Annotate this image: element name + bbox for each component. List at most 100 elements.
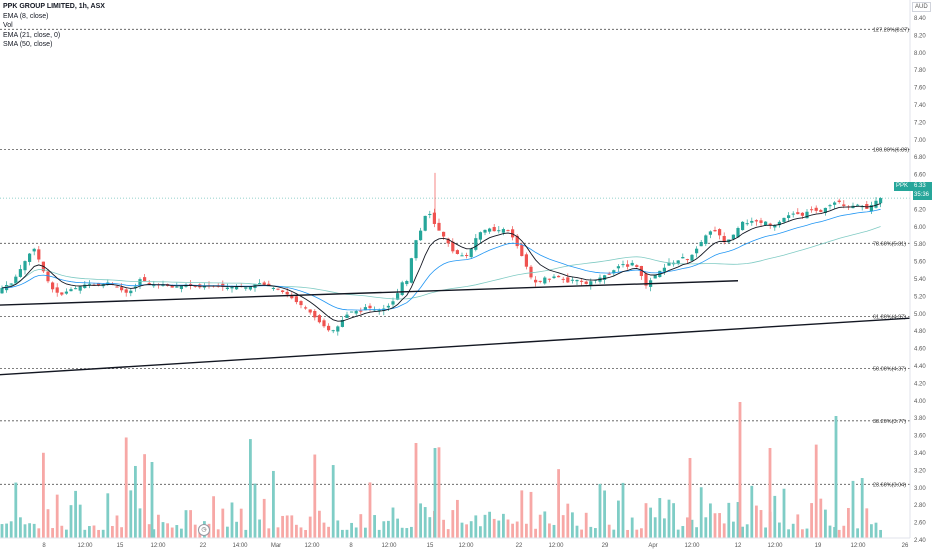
volume-bars xyxy=(0,402,882,538)
candle-body xyxy=(400,282,404,296)
candle-body xyxy=(51,282,55,290)
legend-vol[interactable]: Vol xyxy=(3,22,13,29)
candle-body xyxy=(837,200,841,203)
candle-body xyxy=(32,248,36,252)
volume-bar xyxy=(157,514,160,538)
volume-bar xyxy=(0,524,4,538)
volume-bar xyxy=(138,508,142,538)
candle-body xyxy=(690,254,694,261)
candle-body xyxy=(515,235,519,247)
volume-bar xyxy=(65,529,68,538)
legend-ema8[interactable]: EMA (8, close) xyxy=(3,12,49,20)
volume-bar xyxy=(322,522,326,538)
volume-bar xyxy=(768,448,772,538)
candle-body xyxy=(294,296,298,303)
candle-body xyxy=(138,279,142,286)
legend-sma50[interactable]: SMA (50, close) xyxy=(3,41,53,48)
volume-bar xyxy=(791,523,795,538)
y-tick-label: 4.00 xyxy=(914,399,926,405)
candle-body xyxy=(741,221,745,231)
candle-body xyxy=(603,275,607,280)
volume-bar xyxy=(870,524,873,538)
volume-bar xyxy=(285,515,289,538)
candle-body xyxy=(18,269,22,277)
candle-body xyxy=(879,198,883,204)
legend-ema21[interactable]: EMA (21, close, 0) xyxy=(3,31,61,39)
symbol-badge: PPK xyxy=(894,182,914,191)
y-tick-label: 4.80 xyxy=(914,329,926,335)
fib-level-label: 50.00%(4.37) xyxy=(873,367,906,373)
volume-bar xyxy=(152,529,156,538)
volume-bar xyxy=(575,525,579,538)
candle-body xyxy=(676,260,680,264)
volume-bar xyxy=(571,512,574,538)
volume-bar xyxy=(5,523,8,538)
x-tick-label: 8 xyxy=(349,543,353,549)
clock-icon[interactable]: ◷ xyxy=(198,524,210,536)
candle-body xyxy=(474,238,478,250)
volume-bar xyxy=(713,513,717,538)
volume-bar xyxy=(805,528,809,538)
volume-bar xyxy=(414,443,418,538)
candle-body xyxy=(681,257,685,259)
candle-body xyxy=(777,221,781,226)
y-tick-label: 7.60 xyxy=(914,86,926,92)
volume-bar xyxy=(750,485,754,538)
volume-bar xyxy=(272,470,275,538)
volume-bar xyxy=(538,514,542,538)
candle-body xyxy=(759,220,763,223)
candle-body xyxy=(612,270,616,274)
volume-bar xyxy=(699,487,703,538)
candle-body xyxy=(754,220,758,222)
candle-body xyxy=(561,278,565,280)
volume-bar xyxy=(548,523,551,538)
volume-bar xyxy=(419,503,422,538)
candle-body xyxy=(262,282,266,285)
candle-body xyxy=(511,229,515,238)
candle-body xyxy=(281,290,285,292)
candle-body xyxy=(202,286,206,288)
candle-body xyxy=(520,245,524,257)
volume-bar xyxy=(644,503,648,538)
volume-bar xyxy=(738,402,742,538)
x-tick-label: 12:00 xyxy=(381,543,397,549)
volume-bar xyxy=(543,511,547,538)
volume-bar xyxy=(672,503,675,538)
volume-bar xyxy=(60,525,64,538)
candlesticks xyxy=(0,172,883,336)
volume-bar xyxy=(704,517,708,538)
candle-body xyxy=(175,286,179,288)
candle-body xyxy=(285,291,289,295)
volume-bar xyxy=(732,521,735,538)
candle-body xyxy=(386,305,390,308)
candle-body xyxy=(584,281,588,284)
candle-body xyxy=(460,255,464,257)
candle-body xyxy=(37,249,41,260)
candle-body xyxy=(810,209,814,211)
volume-bar xyxy=(465,524,468,538)
volume-bar xyxy=(230,502,234,538)
candle-body xyxy=(115,286,119,288)
volume-bar xyxy=(377,529,381,538)
candle-body xyxy=(0,287,4,294)
candle-body xyxy=(152,285,156,287)
y-tick-label: 8.00 xyxy=(914,51,926,57)
volume-bar xyxy=(88,526,91,538)
volume-bar xyxy=(557,469,560,538)
candle-body xyxy=(695,248,699,254)
volume-bar xyxy=(594,528,597,538)
candle-body xyxy=(750,220,754,223)
candle-body xyxy=(147,282,151,284)
y-tick-label: 5.20 xyxy=(914,294,926,300)
candle-body xyxy=(492,227,496,232)
currency-label[interactable]: AUD xyxy=(912,2,931,12)
candle-body xyxy=(189,283,193,286)
volume-bar xyxy=(834,416,838,538)
volume-bar xyxy=(129,490,133,538)
volume-bar xyxy=(874,522,878,538)
volume-bar xyxy=(653,517,657,538)
candle-body xyxy=(377,309,381,311)
candle-body xyxy=(718,229,722,236)
volume-bar xyxy=(166,523,169,538)
